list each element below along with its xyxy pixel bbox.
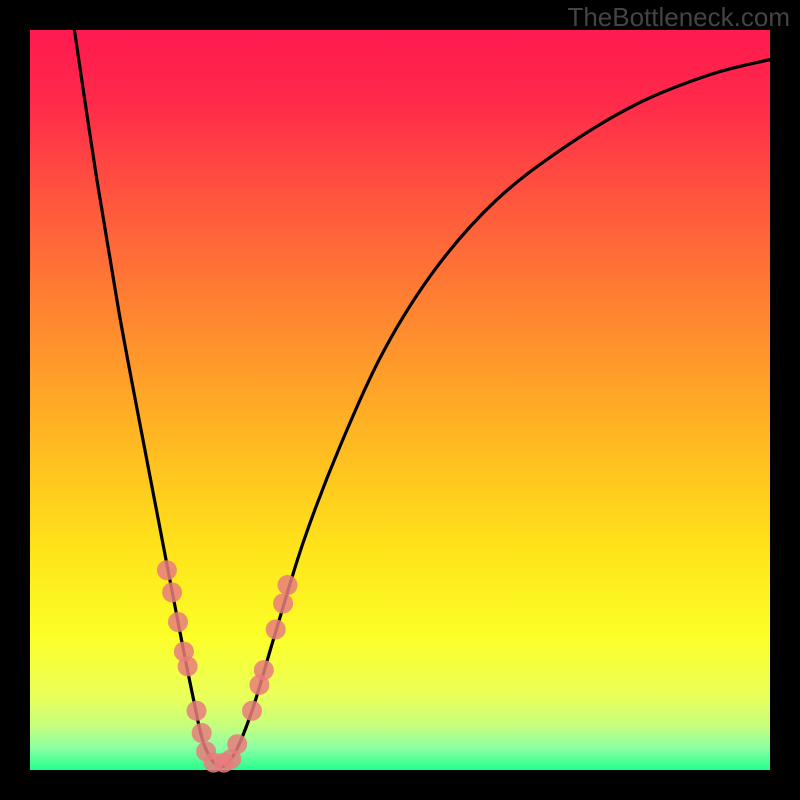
marker-point bbox=[266, 619, 286, 639]
marker-point bbox=[162, 582, 182, 602]
marker-point bbox=[187, 701, 207, 721]
chart-svg bbox=[0, 0, 800, 800]
marker-point bbox=[254, 660, 274, 680]
marker-point bbox=[168, 612, 188, 632]
marker-point bbox=[157, 560, 177, 580]
watermark-text: TheBottleneck.com bbox=[567, 2, 790, 33]
marker-point bbox=[278, 575, 298, 595]
marker-point bbox=[273, 594, 293, 614]
marker-point bbox=[192, 723, 212, 743]
plot-area bbox=[30, 30, 770, 770]
marker-point bbox=[178, 656, 198, 676]
marker-point bbox=[227, 734, 247, 754]
marker-point bbox=[242, 701, 262, 721]
bottleneck-chart: TheBottleneck.com bbox=[0, 0, 800, 800]
